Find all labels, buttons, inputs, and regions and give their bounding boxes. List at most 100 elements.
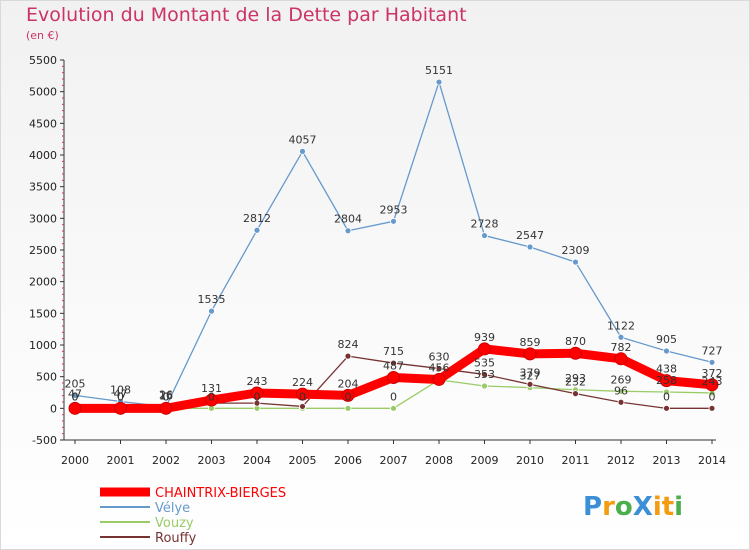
data-point [159, 401, 173, 415]
data-point [523, 347, 537, 361]
data-label: 131 [201, 382, 222, 395]
y-tick-label: 2000 [29, 276, 57, 289]
data-label: 96 [614, 384, 628, 397]
x-tick-label: 2004 [243, 454, 271, 467]
data-label: 379 [520, 366, 541, 379]
data-point [208, 307, 215, 315]
data-label: 870 [565, 335, 586, 348]
data-point [481, 371, 488, 378]
data-point [708, 358, 716, 366]
data-label: 108 [110, 383, 131, 396]
data-label: 0 [299, 390, 306, 403]
data-label: 2728 [471, 218, 499, 231]
data-point [299, 403, 306, 410]
data-label: 2812 [243, 212, 271, 225]
data-label: 535 [474, 356, 495, 369]
data-label: 1122 [607, 319, 635, 332]
svg-text:ProXiti: ProXiti [583, 492, 683, 522]
data-label: 224 [292, 376, 313, 389]
data-point [572, 258, 579, 266]
x-tick-label: 2011 [562, 454, 590, 467]
x-tick-label: 2009 [471, 454, 499, 467]
data-label: 243 [247, 375, 268, 388]
data-label: 824 [338, 338, 359, 351]
data-label: 205 [65, 377, 86, 390]
y-tick-label: 1000 [29, 339, 57, 352]
data-label: 0 [208, 390, 215, 403]
legend-label: Rouffy [155, 531, 197, 546]
data-label: 16 [159, 389, 173, 402]
data-point [250, 386, 264, 400]
data-point [481, 382, 488, 390]
data-label: 26 [159, 389, 173, 402]
x-tick-label: 2012 [607, 454, 635, 467]
data-label: 1535 [198, 293, 226, 306]
data-label: 438 [656, 363, 677, 376]
data-label: 782 [611, 341, 632, 354]
data-label: 47 [114, 387, 128, 400]
data-point [526, 380, 534, 388]
proxiti-logo: ProXiti [583, 492, 683, 522]
data-point [435, 78, 443, 86]
y-tick-label: 0 [50, 402, 57, 415]
data-label: 327 [520, 370, 541, 383]
data-label: 372 [702, 367, 723, 380]
y-tick-label: 4500 [29, 117, 57, 130]
data-label: 727 [702, 344, 723, 357]
data-point [114, 401, 127, 415]
data-point [569, 346, 582, 360]
data-point [617, 333, 625, 341]
data-label: 204 [338, 377, 359, 390]
x-tick-label: 2008 [425, 454, 453, 467]
data-label: 0 [117, 390, 124, 403]
data-point [344, 227, 352, 235]
x-tick-label: 2005 [289, 454, 317, 467]
data-point [296, 387, 309, 401]
data-point [663, 404, 670, 412]
data-label: 293 [565, 372, 586, 385]
chart-title: Evolution du Montant de la Dette par Hab… [26, 4, 467, 26]
y-tick-label: 2500 [29, 244, 57, 257]
data-point [660, 374, 673, 388]
data-label: 487 [383, 359, 404, 372]
x-tick-label: 2010 [516, 454, 544, 467]
data-label: 0 [72, 390, 79, 403]
data-point [390, 404, 397, 412]
data-point [344, 352, 352, 360]
data-point [390, 359, 397, 367]
data-label: 269 [611, 373, 632, 386]
data-point [663, 388, 670, 396]
data-label: 0 [117, 390, 124, 403]
y-tick-label: 500 [36, 371, 57, 384]
data-label: 905 [656, 333, 677, 346]
y-tick-label: 3000 [29, 212, 57, 225]
data-label: 2953 [380, 203, 408, 216]
data-label: 0 [163, 390, 170, 403]
data-label: 630 [429, 350, 450, 363]
data-label: 859 [520, 336, 541, 349]
data-label: 243 [702, 375, 723, 388]
data-point [572, 390, 579, 398]
data-label: 0 [345, 390, 352, 403]
data-label: 456 [429, 361, 450, 374]
y-tick-label: 4000 [29, 149, 57, 162]
data-label: 0 [72, 390, 79, 403]
data-label: 2309 [562, 244, 590, 257]
data-label: 5151 [425, 64, 453, 77]
data-point [253, 399, 261, 407]
data-point [481, 232, 488, 239]
data-point [663, 347, 670, 355]
data-point [708, 404, 716, 412]
data-point [614, 352, 628, 366]
data-label: 0 [254, 390, 261, 403]
y-tick-label: 5000 [29, 86, 57, 99]
y-tick-label: 3500 [29, 181, 57, 194]
data-label: 0 [709, 390, 716, 403]
x-tick-label: 2006 [334, 454, 362, 467]
data-point [205, 393, 218, 407]
data-point [299, 147, 306, 155]
data-point [478, 342, 491, 356]
